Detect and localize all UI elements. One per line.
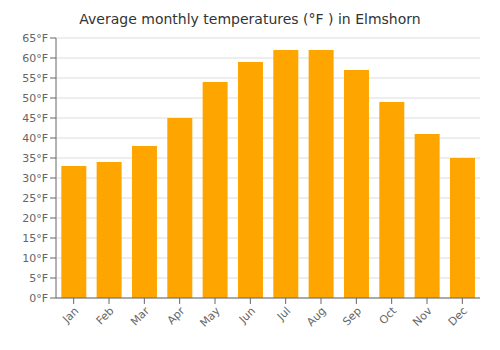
svg-text:Aug: Aug [304, 304, 328, 328]
svg-text:25°F: 25°F [22, 192, 48, 205]
svg-text:Sep: Sep [340, 304, 364, 328]
svg-text:Nov: Nov [410, 304, 435, 329]
svg-text:55°F: 55°F [22, 72, 48, 85]
svg-text:May: May [197, 304, 223, 330]
svg-text:Dec: Dec [446, 304, 470, 328]
svg-text:65°F: 65°F [22, 32, 48, 45]
svg-text:40°F: 40°F [22, 132, 48, 145]
svg-text:Mar: Mar [128, 304, 152, 328]
svg-text:15°F: 15°F [22, 232, 48, 245]
svg-text:0°F: 0°F [29, 292, 48, 305]
svg-text:5°F: 5°F [29, 272, 48, 285]
svg-text:35°F: 35°F [22, 152, 48, 165]
svg-text:Apr: Apr [165, 304, 188, 327]
svg-text:20°F: 20°F [22, 212, 48, 225]
svg-text:60°F: 60°F [22, 52, 48, 65]
svg-text:Oct: Oct [377, 304, 400, 327]
svg-text:45°F: 45°F [22, 112, 48, 125]
svg-text:50°F: 50°F [22, 92, 48, 105]
svg-text:30°F: 30°F [22, 172, 48, 185]
svg-text:Jan: Jan [59, 304, 81, 326]
svg-text:Jul: Jul [274, 304, 293, 323]
svg-text:10°F: 10°F [22, 252, 48, 265]
html-text:Average monthly temperatures (: Average monthly temperatures (°F ) in El… [79, 11, 421, 27]
svg-text:Jun: Jun [236, 304, 258, 326]
svg-text:Feb: Feb [94, 304, 117, 327]
